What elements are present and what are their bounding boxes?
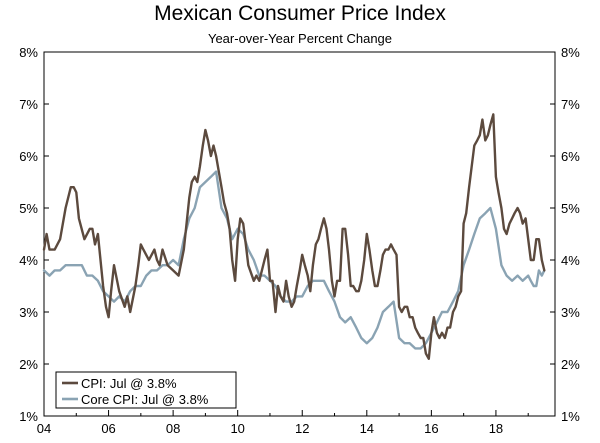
y-tick-label-left: 6% bbox=[19, 149, 38, 164]
x-tick-label: 04 bbox=[37, 421, 51, 436]
legend: CPI: Jul @ 3.8%Core CPI: Jul @ 3.8% bbox=[55, 371, 237, 409]
y-tick-label-right: 5% bbox=[561, 201, 580, 216]
x-tick-label: 16 bbox=[424, 421, 438, 436]
y-tick-label-left: 4% bbox=[19, 253, 38, 268]
data-series bbox=[42, 113, 546, 360]
legend-label-cpi: CPI: Jul @ 3.8% bbox=[81, 376, 177, 391]
x-tick-label: 08 bbox=[166, 421, 180, 436]
y-tick-label-left: 8% bbox=[19, 45, 38, 60]
x-tick-label: 12 bbox=[295, 421, 309, 436]
y-tick-label-right: 6% bbox=[561, 149, 580, 164]
y-tick-label-right: 3% bbox=[561, 305, 580, 320]
core-cpi-series-line bbox=[42, 170, 546, 350]
y-tick-label-right: 7% bbox=[561, 97, 580, 112]
y-tick-label-left: 7% bbox=[19, 97, 38, 112]
x-tick-label: 18 bbox=[489, 421, 503, 436]
plot-area bbox=[43, 51, 556, 417]
chart-subtitle: Year-over-Year Percent Change bbox=[207, 31, 393, 46]
y-tick-label-left: 5% bbox=[19, 201, 38, 216]
y-tick-label-left: 1% bbox=[19, 409, 38, 424]
x-tick-label: 06 bbox=[101, 421, 115, 436]
legend-box bbox=[55, 371, 237, 409]
tick-marks bbox=[43, 51, 555, 417]
y-tick-label-right: 2% bbox=[561, 357, 580, 372]
y-tick-label-right: 4% bbox=[561, 253, 580, 268]
x-tick-label: 14 bbox=[360, 421, 374, 436]
y-tick-label-right: 1% bbox=[561, 409, 580, 424]
y-tick-label-left: 3% bbox=[19, 305, 38, 320]
x-tick-label: 10 bbox=[230, 421, 244, 436]
tick-labels: 1% 1% 2% 2% 3% 3% 4% 4% 5% 5% 6% 6% 7% 7% 8% 8% 04 06 08 10… bbox=[19, 45, 580, 436]
cpi-series-line bbox=[42, 113, 546, 360]
y-tick-label-right: 8% bbox=[561, 45, 580, 60]
y-tick-label-left: 2% bbox=[19, 357, 38, 372]
legend-label-core-cpi: Core CPI: Jul @ 3.8% bbox=[81, 392, 209, 407]
chart-title: Mexican Consumer Price Index bbox=[154, 2, 446, 25]
